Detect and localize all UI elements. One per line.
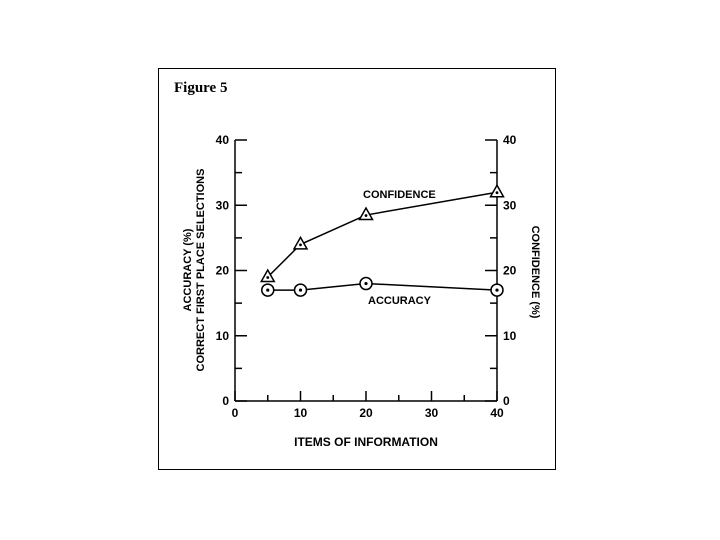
- accuracy-marker-dot: [266, 288, 270, 292]
- series-lines: [267, 191, 498, 291]
- series-label-accuracy: ACCURACY: [368, 295, 432, 307]
- figure-frame: [158, 68, 556, 470]
- y-axis-left-title-line2: CORRECT FIRST PLACE SELECTIONS: [195, 169, 207, 372]
- y-left-tick-label: 40: [216, 133, 230, 147]
- series-line-confidence: [267, 191, 498, 278]
- confidence-marker-dot: [495, 191, 499, 195]
- confidence-marker: [489, 183, 505, 198]
- y-right-tick-label: 20: [503, 264, 517, 278]
- confidence-marker-dot: [364, 214, 368, 217]
- confidence-marker: [259, 268, 276, 283]
- y-right-tick-label: 30: [503, 198, 517, 212]
- x-axis-title: ITEMS OF INFORMATION: [294, 435, 438, 449]
- y-axis-right-title: CONFIDENCE (%): [529, 226, 541, 319]
- chart-labels: CONFIDENCE ACCURACY ITEMS OF INFORMATION…: [182, 169, 541, 449]
- series-markers: [259, 183, 505, 297]
- confidence-marker: [292, 235, 309, 250]
- x-tick-label: 30: [425, 406, 439, 420]
- x-tick-label: 0: [232, 406, 239, 420]
- series-line-accuracy: [267, 282, 498, 291]
- figure-label: Figure 5: [174, 80, 228, 96]
- confidence-marker-dot: [299, 243, 302, 247]
- y-left-tick-label: 20: [216, 264, 230, 278]
- y-right-tick-label: 0: [503, 394, 510, 408]
- y-right-tick-label: 40: [503, 133, 517, 147]
- accuracy-marker-dot: [364, 281, 368, 286]
- series-label-confidence: CONFIDENCE: [363, 189, 436, 201]
- y-axis-left-title-line1: ACCURACY (%): [182, 228, 194, 311]
- accuracy-marker-dot: [298, 288, 303, 292]
- x-tick-label: 10: [294, 406, 308, 420]
- y-left-tick-label: 30: [216, 198, 230, 212]
- x-tick-label: 20: [359, 406, 373, 420]
- y-left-tick-label: 0: [222, 394, 229, 408]
- y-right-tick-label: 10: [503, 329, 517, 343]
- y-left-tick-label: 10: [216, 329, 230, 343]
- confidence-marker-dot: [266, 276, 270, 279]
- x-tick-label: 40: [490, 406, 504, 420]
- confidence-marker: [358, 206, 374, 221]
- accuracy-marker-dot: [495, 288, 499, 292]
